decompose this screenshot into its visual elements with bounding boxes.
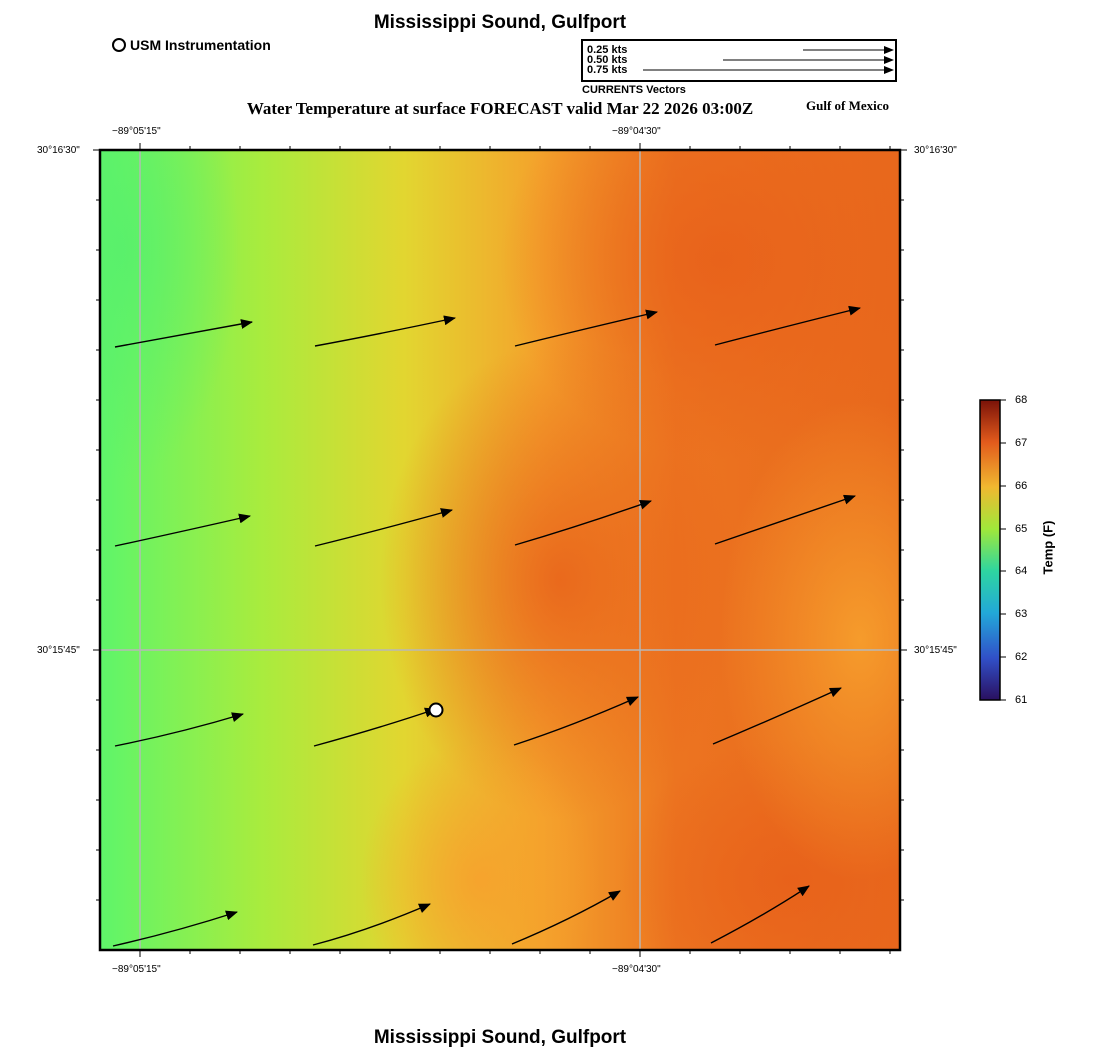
current-vector <box>514 309 658 347</box>
colorbar-tick-label: 65 <box>1015 523 1028 535</box>
current-vectors <box>112 305 861 947</box>
colorbar <box>979 399 1001 701</box>
colorbar-tick-label: 63 <box>1015 608 1028 620</box>
current-vector <box>511 890 621 945</box>
vector-legend-caption: CURRENTS Vectors <box>582 84 686 96</box>
legend-entry-075: 0.75 kts <box>587 64 628 76</box>
colorbar-tick-label: 61 <box>1015 694 1028 706</box>
y-tick-left-2: 30°15'45" <box>37 645 80 656</box>
colorbar-tick-label: 68 <box>1015 394 1028 406</box>
colorbar-tick-label: 67 <box>1015 437 1028 449</box>
vector-legend: 0.25 kts 0.50 kts 0.75 kts <box>581 39 897 82</box>
y-tick-right-1: 30°16'30" <box>914 145 957 156</box>
current-vector <box>114 513 251 547</box>
colorbar-ticks <box>1000 399 1006 701</box>
x-tick-bottom-1: −89°05'15" <box>112 964 161 975</box>
current-vector <box>313 707 437 747</box>
current-vector <box>714 494 856 545</box>
colorbar-tick-label: 66 <box>1015 480 1028 492</box>
map-footer-title: Mississippi Sound, Gulfport <box>373 1027 627 1048</box>
current-vector <box>114 712 244 747</box>
y-tick-left-1: 30°16'30" <box>37 145 80 156</box>
station-legend-label: USM Instrumentation <box>130 37 271 53</box>
colorbar-tick-label: 62 <box>1015 651 1028 663</box>
legend-arrows <box>643 46 894 74</box>
legend-entry-050: 0.50 kts <box>587 54 628 66</box>
current-vector <box>712 687 842 745</box>
station-legend: USM Instrumentation <box>112 37 271 53</box>
colorbar-tick-label: 64 <box>1015 565 1028 577</box>
legend-entry-025: 0.25 kts <box>587 44 628 56</box>
graticule <box>100 150 900 950</box>
forecast-title: Water Temperature at surface FORECAST va… <box>246 99 754 118</box>
station-marker-icon <box>112 38 126 52</box>
current-vector <box>312 903 431 946</box>
current-vector <box>513 696 639 746</box>
current-vector <box>710 885 810 944</box>
map-title: Mississippi Sound, Gulfport <box>373 12 627 33</box>
frame-ticks <box>93 143 907 957</box>
colorbar-title: Temp (F) <box>1040 520 1056 575</box>
current-vector <box>514 499 652 546</box>
x-tick-top-1: −89°05'15" <box>112 126 161 137</box>
usm-station-marker <box>428 702 444 718</box>
current-vector <box>112 910 238 947</box>
current-vector <box>314 508 453 547</box>
current-vector <box>314 315 456 347</box>
y-tick-right-2: 30°15'45" <box>914 645 957 656</box>
current-vector <box>714 305 861 346</box>
region-label: Gulf of Mexico <box>806 98 890 113</box>
x-tick-bottom-2: −89°04'30" <box>612 964 661 975</box>
current-vector <box>114 319 253 348</box>
temperature-field <box>100 150 900 950</box>
x-tick-top-2: −89°04'30" <box>612 126 661 137</box>
